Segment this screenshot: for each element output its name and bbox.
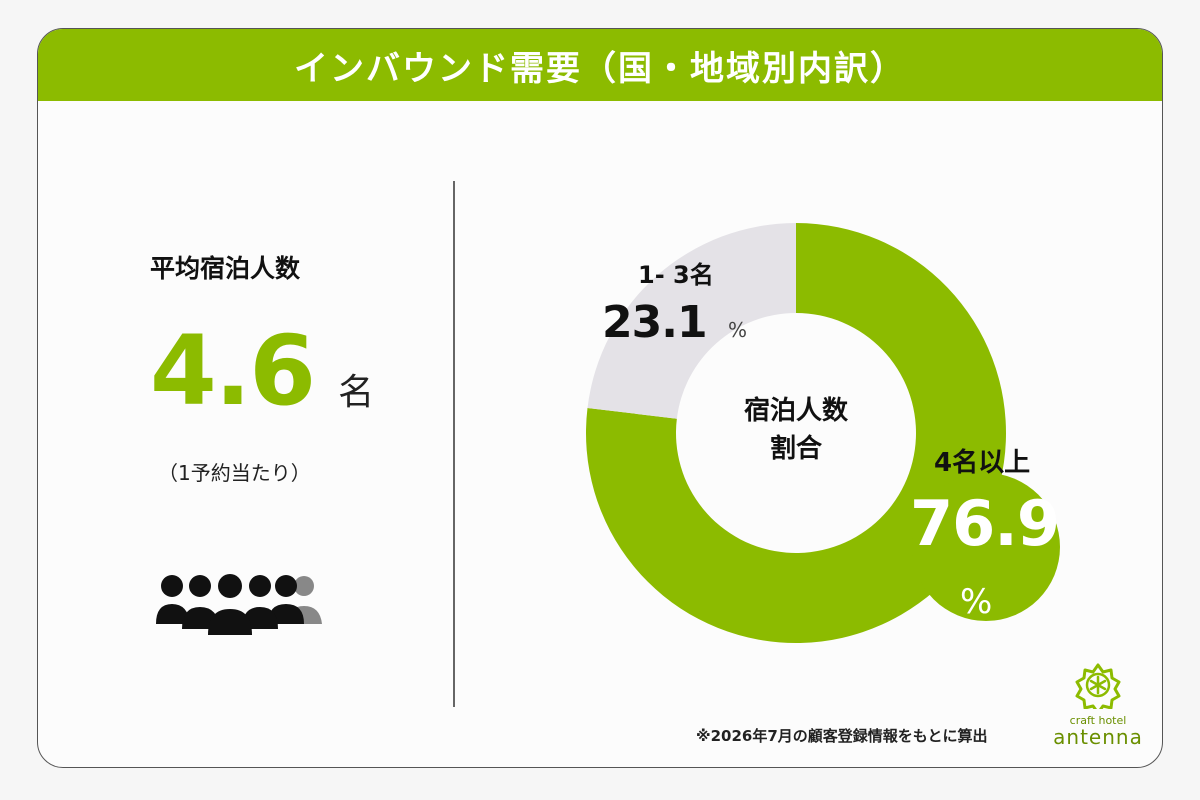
avg-stay-note: （1予約当たり） bbox=[158, 461, 311, 485]
donut-center-label-line2: 割合 bbox=[770, 433, 823, 464]
logo-name-text: antenna bbox=[1053, 725, 1143, 749]
header-bar: インバウンド需要（国・地域別内訳） bbox=[38, 29, 1162, 101]
slice-label-4plus: 4名以上 bbox=[934, 447, 1030, 478]
stay-ratio-donut-chart: 宿泊人数 割合 1- 3名 23.1 % 4名以上 76.9 % bbox=[586, 223, 1060, 643]
slice-label-1-3: 1- 3名 bbox=[638, 261, 714, 289]
page-title: インバウンド需要（国・地域別内訳） bbox=[294, 48, 906, 89]
brand-logo: craft hotel antenna bbox=[1048, 661, 1148, 748]
slice-value-1-3: 23.1 bbox=[602, 297, 707, 348]
value-highlight-bubble bbox=[912, 473, 1060, 621]
group-of-people-icon bbox=[156, 574, 322, 635]
avg-stay-unit: 名 bbox=[338, 372, 375, 413]
donut-center-label-line1: 宿泊人数 bbox=[744, 395, 849, 426]
donut-slices bbox=[586, 223, 1060, 643]
asterisk-flower-icon bbox=[1075, 663, 1121, 715]
avg-stay-value-group: 4.6 名 bbox=[150, 323, 374, 419]
slice-unit-1-3: % bbox=[728, 318, 747, 342]
footnote: ※2026年7月の顧客登録情報をもとに算出 bbox=[696, 727, 988, 745]
vertical-divider bbox=[453, 181, 455, 707]
avg-stay-value: 4.6 bbox=[150, 315, 316, 427]
avg-stay-label: 平均宿泊人数 bbox=[150, 254, 301, 283]
donut-slice-0 bbox=[586, 223, 1006, 643]
logo-small-text: craft hotel bbox=[1069, 714, 1127, 727]
slice-unit-4plus: % bbox=[960, 582, 992, 622]
slice-value-4plus: 76.9 bbox=[910, 487, 1059, 560]
donut-slice-1 bbox=[587, 223, 796, 419]
infographic-card: インバウンド需要（国・地域別内訳） 平均宿泊人数 4.6 名 （1予約当たり） … bbox=[37, 28, 1163, 768]
